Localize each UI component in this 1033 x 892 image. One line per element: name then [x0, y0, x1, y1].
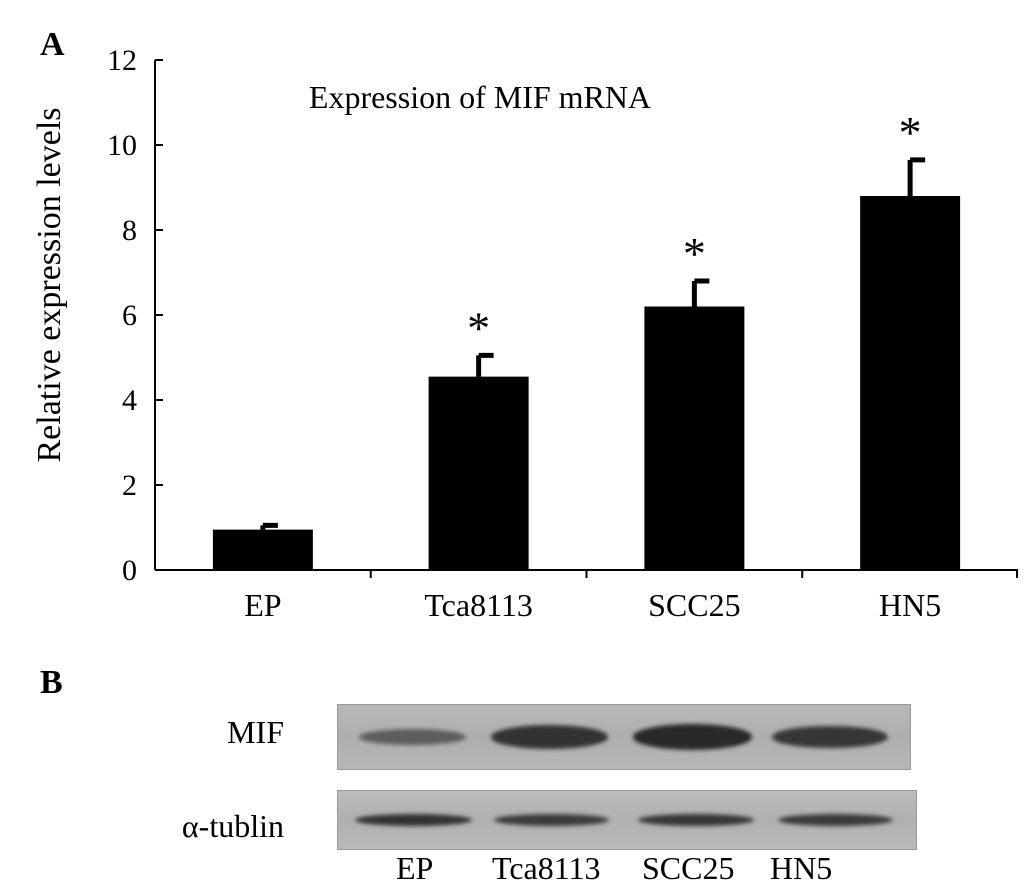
blot-strip-tublin: [337, 790, 917, 850]
y-tick-label: 10: [107, 129, 137, 162]
blot-lane-label: HN5: [770, 850, 833, 886]
blot-band: [494, 814, 610, 826]
bar: [644, 306, 745, 570]
y-tick-label: 4: [122, 384, 137, 417]
panel-b-letter: B: [40, 664, 63, 701]
blot-band: [633, 724, 753, 750]
bar: [212, 529, 313, 570]
y-tick-label: 12: [107, 44, 137, 77]
blot-band: [638, 814, 755, 826]
panel-a-letter: A: [40, 26, 65, 63]
blot-band: [491, 725, 609, 749]
x-tick-label: Tca8113: [424, 587, 533, 623]
x-tick-label: EP: [244, 587, 281, 623]
significance-marker: *: [899, 107, 922, 158]
bar: [860, 196, 961, 570]
y-tick-label: 6: [122, 299, 137, 332]
blot-band: [358, 729, 466, 745]
blot-row-label-tublin: α-tublin: [181, 808, 284, 844]
y-tick-label: 2: [122, 469, 137, 502]
blot-lane-label: EP: [396, 850, 434, 886]
blot-band: [354, 814, 472, 826]
blot-row-label-mif: MIF: [227, 714, 284, 750]
significance-marker: *: [683, 228, 706, 279]
y-tick-label: 0: [122, 554, 137, 587]
y-axis-label: Relative expression levels: [31, 107, 68, 462]
blot-lane-label: Tca8113: [492, 850, 601, 886]
bar-chart: Expression of MIF mRNA Relative expressi…: [31, 44, 1018, 623]
y-tick-label: 8: [122, 214, 137, 247]
blot-lane-label: SCC25: [642, 850, 735, 886]
bar: [428, 376, 529, 570]
bars: EP * Tca8113 * SCC25 * HN5: [212, 107, 961, 623]
x-tick-label: SCC25: [648, 587, 740, 623]
x-tick-label: HN5: [879, 587, 941, 623]
chart-title: Expression of MIF mRNA: [309, 79, 651, 115]
blot-strip-mif: [337, 704, 911, 770]
significance-marker: *: [467, 302, 490, 353]
blot-band: [777, 814, 893, 826]
blot-band: [771, 725, 888, 749]
